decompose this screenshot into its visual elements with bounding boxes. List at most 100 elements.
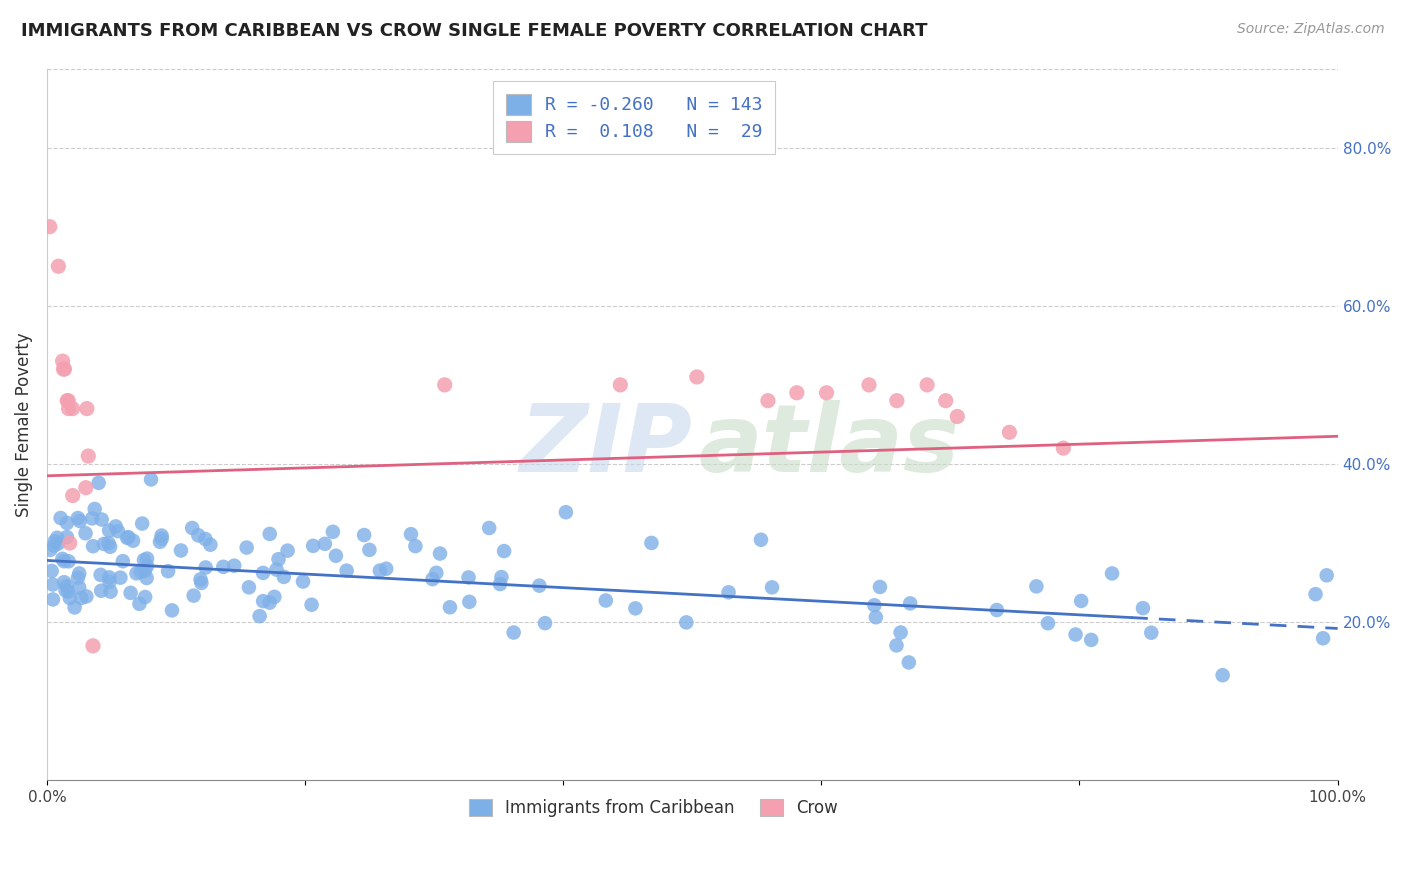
Point xyxy=(100,584,122,599)
Point xyxy=(58,393,80,408)
Point xyxy=(131,516,153,531)
Point xyxy=(132,553,155,567)
Y-axis label: Single Female Poverty: Single Female Poverty xyxy=(15,332,32,516)
Point xyxy=(749,533,772,547)
Point xyxy=(238,580,260,594)
Point xyxy=(259,527,281,541)
Point xyxy=(314,537,336,551)
Point xyxy=(58,554,80,568)
Point xyxy=(1052,441,1074,455)
Point xyxy=(292,574,315,589)
Point xyxy=(181,521,204,535)
Point xyxy=(235,541,257,555)
Point xyxy=(83,502,105,516)
Text: atlas: atlas xyxy=(699,400,960,491)
Point xyxy=(98,574,121,589)
Point xyxy=(897,656,920,670)
Point xyxy=(554,505,576,519)
Point xyxy=(110,571,132,585)
Point xyxy=(150,532,173,546)
Point xyxy=(494,544,516,558)
Point xyxy=(302,539,325,553)
Point xyxy=(125,566,148,581)
Point xyxy=(325,549,347,563)
Point xyxy=(368,564,391,578)
Point xyxy=(886,639,908,653)
Point xyxy=(865,610,887,624)
Point xyxy=(134,564,156,578)
Point xyxy=(756,393,779,408)
Point xyxy=(489,577,512,591)
Point xyxy=(38,219,60,234)
Point xyxy=(49,511,72,525)
Point xyxy=(273,570,295,584)
Point xyxy=(104,519,127,533)
Point xyxy=(129,565,152,579)
Point xyxy=(82,511,104,525)
Point xyxy=(529,579,551,593)
Point xyxy=(609,377,631,392)
Point xyxy=(886,393,908,408)
Point xyxy=(190,573,212,587)
Point xyxy=(52,354,75,368)
Point xyxy=(1316,568,1339,582)
Point xyxy=(263,590,285,604)
Point xyxy=(1025,579,1047,593)
Point xyxy=(212,559,235,574)
Point xyxy=(422,572,444,586)
Point xyxy=(97,536,120,550)
Point xyxy=(457,570,479,584)
Point xyxy=(42,577,65,591)
Point xyxy=(1080,632,1102,647)
Point xyxy=(117,530,139,544)
Point xyxy=(478,521,501,535)
Point xyxy=(90,583,112,598)
Point xyxy=(75,590,97,604)
Point xyxy=(190,575,212,590)
Point xyxy=(42,539,65,553)
Point xyxy=(111,554,134,568)
Point xyxy=(502,625,524,640)
Point xyxy=(77,449,100,463)
Point xyxy=(42,592,65,607)
Point xyxy=(53,362,76,376)
Point xyxy=(59,536,82,550)
Point xyxy=(439,600,461,615)
Point xyxy=(935,393,957,408)
Point xyxy=(55,583,77,598)
Legend: Immigrants from Caribbean, Crow: Immigrants from Caribbean, Crow xyxy=(460,790,846,825)
Point xyxy=(640,536,662,550)
Point xyxy=(375,562,398,576)
Point xyxy=(998,425,1021,440)
Point xyxy=(986,603,1008,617)
Point xyxy=(252,594,274,608)
Point xyxy=(259,596,281,610)
Point xyxy=(717,585,740,599)
Point xyxy=(62,489,84,503)
Point xyxy=(1140,625,1163,640)
Point xyxy=(301,598,323,612)
Point xyxy=(67,566,90,581)
Point xyxy=(761,580,783,594)
Point xyxy=(56,516,79,530)
Point xyxy=(51,551,73,566)
Point xyxy=(194,532,217,546)
Point xyxy=(399,527,422,541)
Point xyxy=(157,564,180,578)
Point xyxy=(136,551,159,566)
Point xyxy=(160,603,183,617)
Text: ZIP: ZIP xyxy=(519,400,692,491)
Point xyxy=(44,534,66,549)
Point xyxy=(915,377,938,392)
Point xyxy=(869,580,891,594)
Point xyxy=(93,537,115,551)
Point xyxy=(595,593,617,607)
Point xyxy=(75,481,97,495)
Point xyxy=(336,564,359,578)
Point xyxy=(200,538,222,552)
Text: Source: ZipAtlas.com: Source: ZipAtlas.com xyxy=(1237,22,1385,37)
Point xyxy=(66,571,89,585)
Point xyxy=(56,584,79,599)
Point xyxy=(815,385,838,400)
Point xyxy=(266,563,288,577)
